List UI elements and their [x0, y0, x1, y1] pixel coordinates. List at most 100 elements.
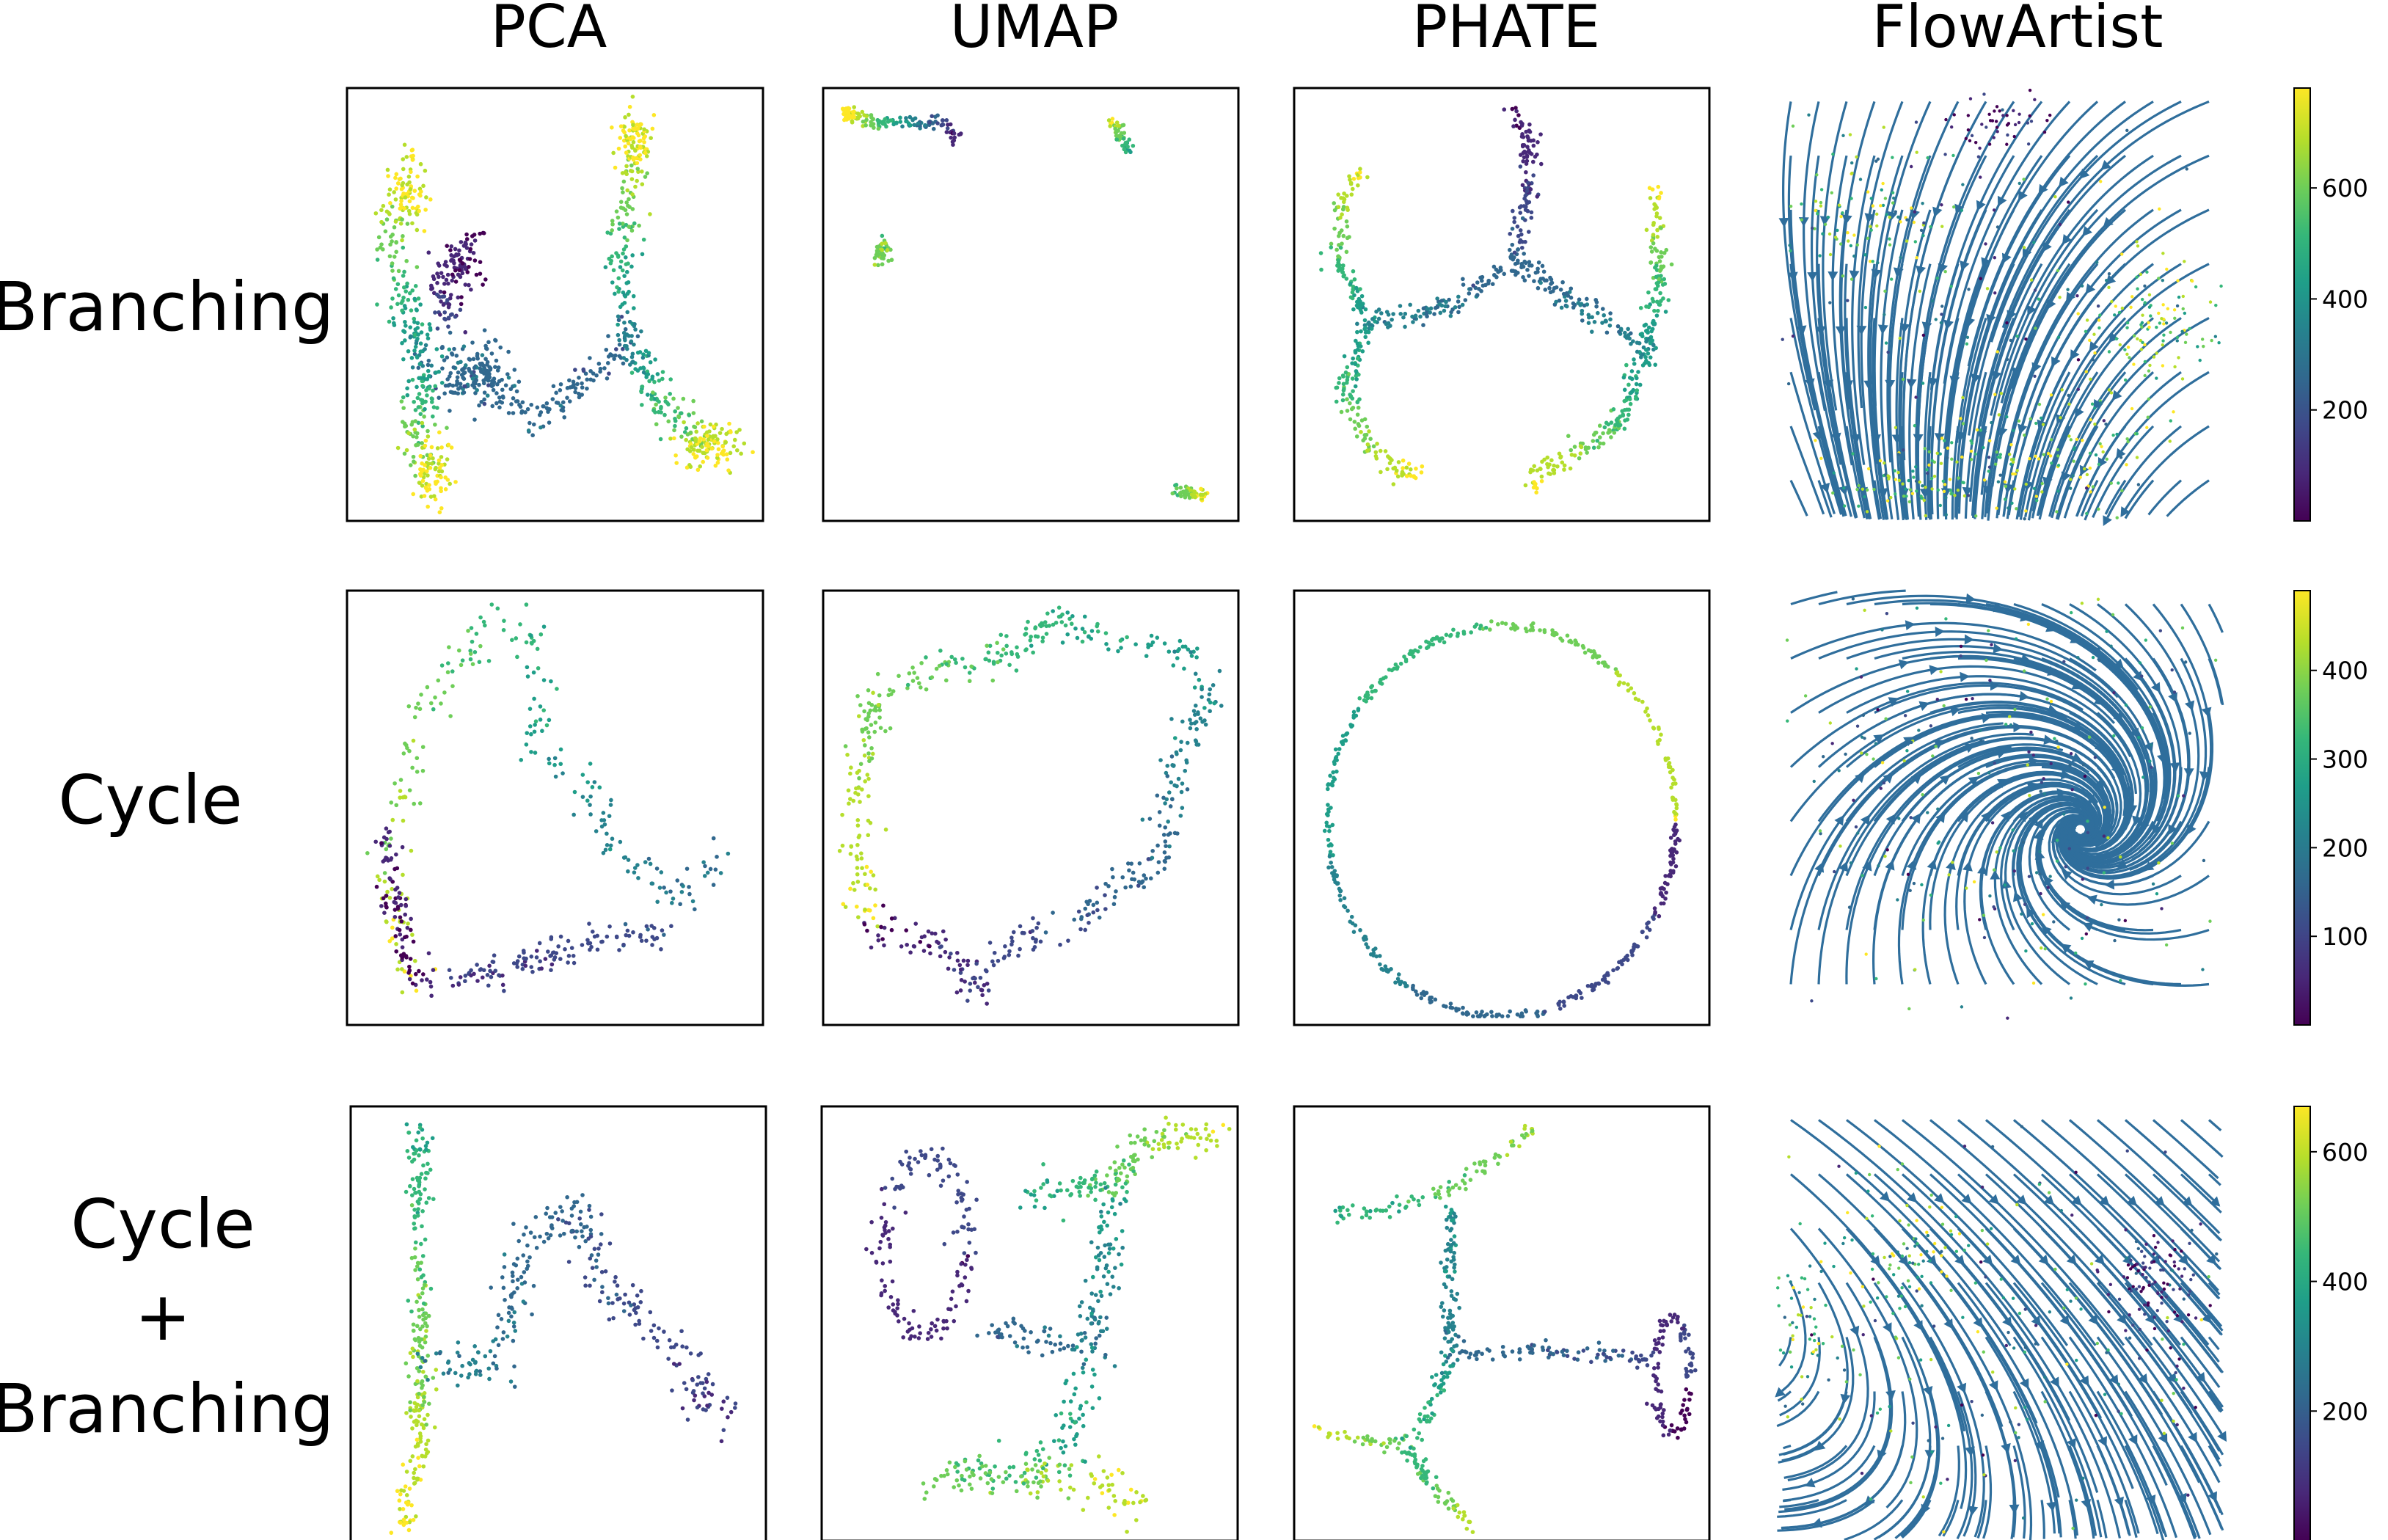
scatter-point — [624, 164, 629, 169]
scatter-point — [855, 818, 861, 822]
scatter-point — [453, 280, 459, 284]
scatter-point — [407, 211, 412, 216]
scatter-point — [1819, 188, 1824, 191]
scatter-point — [1468, 287, 1473, 291]
streamline — [1985, 263, 2071, 514]
scatter-point — [1121, 123, 1126, 128]
scatter-point — [617, 337, 621, 343]
scatter-point — [1863, 253, 1867, 257]
scatter-point — [1488, 627, 1492, 632]
scatter-point — [1111, 902, 1117, 907]
scatter-point — [1661, 264, 1666, 269]
scatter-point — [2126, 346, 2130, 349]
scatter-point — [1403, 984, 1409, 989]
scatter-point — [489, 382, 494, 387]
scatter-point — [889, 118, 894, 123]
scatter-point — [1122, 142, 1128, 147]
scatter-point — [873, 903, 877, 908]
scatter-point — [1649, 249, 1654, 254]
scatter-point — [938, 954, 943, 959]
scatter-point — [392, 781, 397, 786]
scatter-point — [448, 481, 452, 486]
scatter-point — [407, 291, 412, 296]
scatter-point — [1525, 629, 1529, 634]
scatter-point — [418, 473, 423, 478]
scatter-point — [662, 933, 666, 937]
scatter-point — [1089, 629, 1095, 633]
scatter-point — [497, 399, 503, 404]
scatter-point — [423, 485, 428, 489]
streamline — [1955, 480, 1960, 519]
scatter-point — [630, 207, 635, 211]
scatter-point — [858, 114, 862, 119]
scatter-point — [595, 947, 600, 952]
scatter-point — [637, 139, 642, 144]
scatter-point — [1998, 846, 2002, 850]
scatter-point — [871, 690, 875, 696]
scatter-point — [384, 919, 389, 924]
scatter-point — [1996, 130, 1999, 134]
scatter-point — [527, 420, 532, 426]
scatter-point — [1611, 406, 1616, 412]
scatter-point — [858, 800, 862, 804]
scatter-point — [2026, 121, 2030, 125]
scatter-point — [629, 354, 635, 360]
scatter-point — [480, 975, 485, 980]
scatter-point — [544, 723, 549, 728]
scatter-point — [628, 136, 633, 142]
scatter-point — [1876, 708, 1880, 712]
scatter-point — [1651, 233, 1656, 237]
scatter-point — [2088, 466, 2092, 470]
scatter-point — [1329, 241, 1334, 247]
scatter-point — [410, 288, 415, 293]
scatter-point — [408, 957, 413, 961]
scatter-point — [403, 338, 407, 343]
scatter-point — [453, 480, 458, 484]
scatter-point — [1880, 761, 1885, 764]
streamline — [1991, 208, 2127, 487]
scatter-point — [1791, 124, 1795, 128]
scatter-point — [2009, 338, 2012, 343]
scatter-point — [422, 229, 427, 233]
scatter-point — [1644, 935, 1649, 940]
scatter-point — [857, 776, 861, 781]
scatter-point — [1036, 921, 1041, 926]
streamline-arrow — [1883, 773, 1894, 784]
scatter-point — [439, 354, 445, 359]
scatter-point — [960, 657, 965, 661]
scatter-point — [1645, 922, 1649, 926]
streamline — [2048, 814, 2210, 906]
scatter-point — [1345, 908, 1350, 913]
scatter-point — [1434, 305, 1438, 310]
scatter-point — [1442, 308, 1447, 313]
scatter-point — [1394, 468, 1399, 473]
scatter-point — [1936, 807, 1940, 811]
scatter-point — [441, 274, 445, 280]
scatter-point — [2032, 241, 2036, 244]
scatter-point — [1409, 467, 1413, 472]
scatter-point — [433, 422, 437, 427]
streamline — [1817, 712, 2095, 822]
scatter-point — [1329, 864, 1334, 869]
scatter-point — [1603, 318, 1608, 323]
scatter-point — [459, 240, 464, 244]
scatter-point — [2157, 861, 2161, 865]
scatter-point — [884, 124, 888, 129]
scatter-point — [1150, 640, 1155, 645]
scatter-point — [1536, 269, 1540, 274]
scatter-point — [1500, 1014, 1505, 1018]
scatter-point — [985, 643, 989, 648]
scatter-point — [408, 463, 413, 467]
scatter-point — [431, 388, 435, 393]
scatter-point — [2114, 304, 2117, 308]
scatter-point — [1023, 627, 1029, 631]
scatter-point — [1334, 399, 1339, 404]
scatter-point — [847, 114, 852, 119]
scatter-point — [530, 969, 535, 974]
streamline — [1789, 682, 2084, 768]
scatter-point — [1669, 785, 1673, 790]
scatter-point — [2158, 321, 2162, 325]
scatter-point — [1521, 158, 1525, 164]
streamline-arrow — [2104, 879, 2115, 890]
scatter-point — [701, 860, 706, 865]
